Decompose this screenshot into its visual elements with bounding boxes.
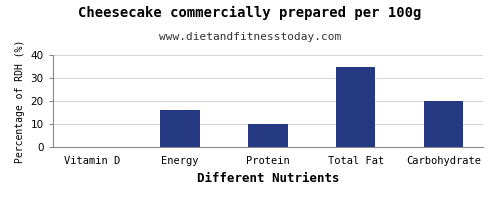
Y-axis label: Percentage of RDH (%): Percentage of RDH (%) <box>15 40 25 163</box>
Bar <box>248 124 288 147</box>
X-axis label: Different Nutrients: Different Nutrients <box>196 172 339 185</box>
Bar <box>424 101 464 147</box>
Text: Cheesecake commercially prepared per 100g: Cheesecake commercially prepared per 100… <box>78 6 422 20</box>
Text: www.dietandfitnesstoday.com: www.dietandfitnesstoday.com <box>159 32 341 42</box>
Bar <box>160 110 200 147</box>
Bar <box>336 67 376 147</box>
